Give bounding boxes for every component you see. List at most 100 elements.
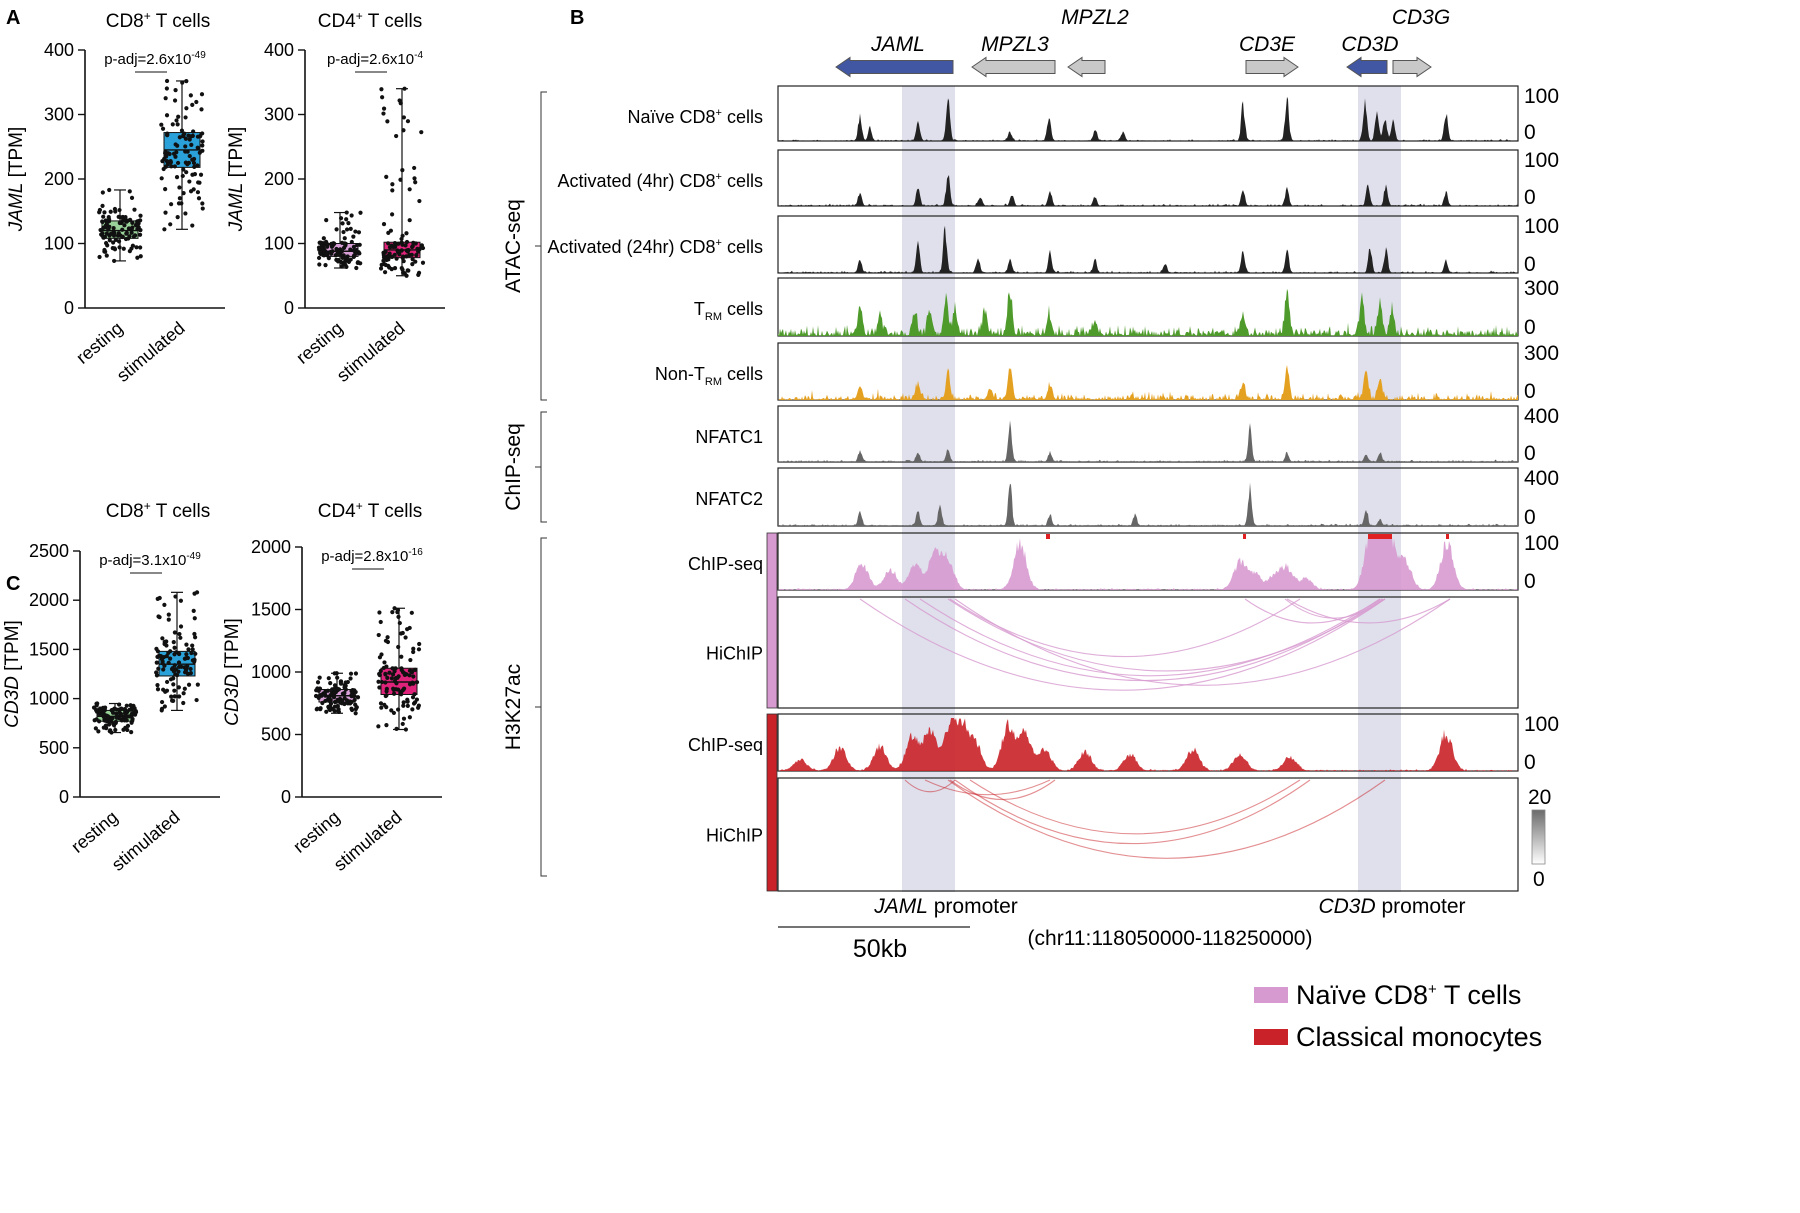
track-ymin: 0 [1524, 506, 1536, 529]
data-point [342, 691, 347, 696]
data-point [166, 160, 171, 165]
data-point [383, 672, 388, 677]
data-point [332, 683, 338, 688]
data-point [400, 254, 406, 259]
data-point [175, 215, 180, 220]
group-bracket [535, 537, 547, 877]
interaction-arc [947, 779, 1386, 859]
data-point [184, 106, 189, 111]
data-point [378, 266, 384, 271]
data-point [349, 706, 354, 711]
y-tick-label: 1000 [29, 689, 69, 709]
data-point [154, 660, 159, 665]
boxplot-title: CD8+ T cells [106, 9, 211, 32]
x-tick-label: resting [67, 807, 121, 857]
data-point [383, 680, 388, 685]
data-point [100, 190, 105, 195]
legend-label: Naïve CD8+ T cells [1296, 980, 1521, 1010]
data-point [160, 126, 166, 131]
data-point [335, 703, 340, 709]
track-label: Naïve CD8+ cells [628, 107, 763, 127]
y-axis-label: CD3D [TPM] [222, 618, 243, 726]
data-point [186, 682, 192, 687]
data-point [410, 262, 415, 267]
data-point [354, 248, 359, 253]
data-point [379, 87, 384, 92]
data-point [321, 236, 326, 241]
data-point [162, 227, 167, 232]
data-point [382, 270, 388, 275]
data-point [168, 656, 173, 661]
signal-act4 [778, 175, 1518, 206]
gene-label: CD3D [1341, 33, 1398, 56]
x-tick-label: stimulated [333, 318, 409, 386]
data-point [177, 135, 182, 140]
data-point [316, 245, 322, 250]
data-point [120, 227, 125, 232]
data-point [384, 693, 389, 698]
data-point [346, 220, 351, 226]
data-point [191, 129, 196, 134]
data-point [178, 635, 183, 640]
data-point [111, 226, 116, 231]
data-point [342, 261, 347, 266]
data-point [185, 149, 190, 154]
p-value: p-adj=3.1x10-49 [99, 551, 201, 569]
data-point [172, 652, 177, 657]
signal-chip_naive [778, 537, 1518, 590]
track-ymin: 0 [1524, 570, 1536, 593]
data-point [404, 254, 409, 259]
legend-label: Classical monocytes [1296, 1022, 1542, 1052]
data-point [136, 219, 141, 224]
data-point [317, 675, 322, 680]
track-frame [777, 85, 1519, 142]
data-point [190, 658, 195, 663]
data-point [172, 164, 177, 169]
data-point [121, 246, 126, 251]
data-point [412, 176, 417, 181]
data-point [123, 236, 129, 242]
data-point [326, 676, 331, 681]
track-frame [777, 277, 1519, 337]
track-ymin: 0 [1524, 442, 1536, 465]
data-point [97, 210, 102, 215]
data-point [176, 660, 182, 665]
boxplot-title: CD4+ T cells [318, 9, 423, 32]
data-point [352, 253, 357, 259]
data-point [168, 649, 173, 654]
interaction-arc [924, 779, 1051, 796]
data-point [100, 219, 105, 225]
track-naive: Naïve CD8+ cells 100 0 [628, 85, 1560, 144]
data-point [393, 666, 398, 671]
track-chip_naive: ChIP-seq 100 0 [688, 532, 1559, 593]
data-point [394, 133, 399, 139]
data-points [316, 210, 363, 271]
track-hichip_naive: HiChIP [706, 596, 1519, 709]
data-point [387, 251, 392, 256]
data-point [401, 703, 406, 708]
promoter-label: CD3D promoter [1318, 895, 1465, 918]
data-point [342, 236, 347, 241]
data-point [327, 707, 332, 712]
signal-chip_mono [778, 718, 1518, 771]
legend-swatch [1254, 1029, 1288, 1045]
data-point [193, 651, 198, 656]
data-point [160, 661, 165, 666]
data-point [404, 239, 410, 245]
data-point [351, 693, 356, 699]
track-hichip_mono: HiChIP [706, 777, 1519, 892]
data-point [172, 98, 178, 103]
clipped-peak-marker [1446, 534, 1449, 539]
track-ymin: 0 [1524, 186, 1536, 209]
data-point [129, 730, 134, 735]
x-tick-label: stimulated [113, 318, 189, 386]
y-tick-label: 0 [64, 298, 74, 318]
data-point [181, 691, 186, 696]
data-point [358, 261, 363, 266]
interaction-arc [954, 598, 1451, 686]
data-point [191, 160, 197, 166]
data-point [396, 614, 401, 619]
data-point [391, 710, 397, 716]
data-point [200, 131, 205, 136]
